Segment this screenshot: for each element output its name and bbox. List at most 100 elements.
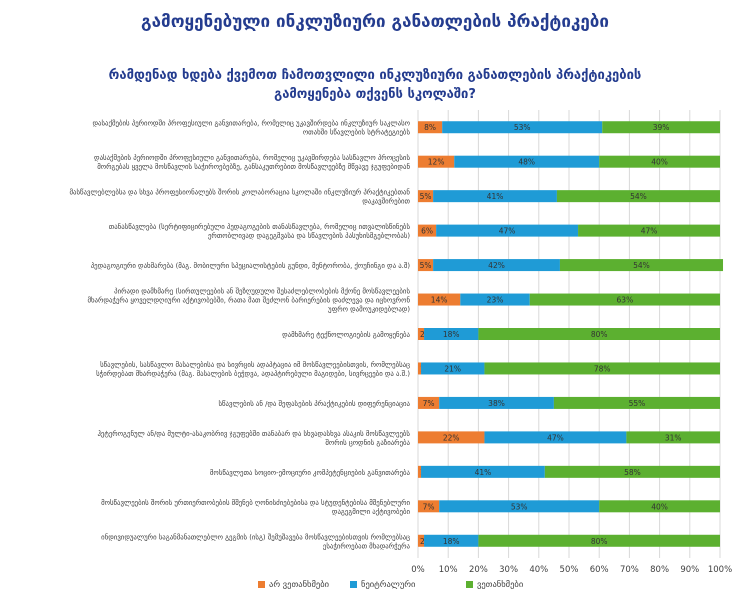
bar-segment — [544, 465, 720, 478]
category-label: სწავლების ან /და შეფასების პრაქტიკების დ… — [218, 399, 410, 408]
bar-segment — [484, 362, 720, 375]
data-label: 18% — [443, 537, 460, 546]
bar-segment — [418, 431, 485, 444]
data-label: 5% — [420, 261, 432, 270]
category-label: მოსწავლეების შორის ურთიერთობების მშენებ … — [101, 498, 410, 516]
bar-segment — [418, 362, 422, 375]
category-label: პირადი დამხმარე (სირთულეების ან შეზღუდულ… — [87, 287, 410, 314]
data-label: 80% — [591, 537, 608, 546]
bar-segment — [553, 396, 720, 409]
x-tick-label: 60% — [590, 565, 609, 575]
legend-swatch — [350, 581, 357, 588]
bar-segment — [418, 500, 440, 513]
bar-segment — [442, 121, 603, 134]
data-label: 7% — [423, 502, 435, 511]
data-label: 48% — [518, 158, 535, 167]
x-tick-label: 10% — [439, 565, 458, 575]
bar-segment — [478, 328, 720, 340]
page-title: გამოყენებული ინკლუზიური განათლების პრაქტ… — [141, 12, 609, 32]
data-label: 31% — [665, 433, 682, 442]
bar-segment — [418, 396, 440, 409]
data-label: 53% — [514, 123, 531, 132]
bar-segment — [599, 155, 720, 168]
category-label: სწავლების, სასწავლო მასალებისა და სივრცი… — [96, 360, 410, 378]
legend-swatch — [258, 581, 265, 588]
bar-segment — [418, 121, 443, 134]
data-label: 39% — [653, 123, 670, 132]
bar-segment — [599, 500, 720, 513]
bar-segment — [484, 431, 627, 444]
data-label: 47% — [641, 227, 658, 236]
data-label: 18% — [443, 330, 460, 339]
data-label: 42% — [488, 261, 505, 270]
data-label: 22% — [443, 433, 460, 442]
legend-label: ნეიტრალური — [361, 579, 415, 590]
x-tick-label: 50% — [560, 565, 579, 575]
bar-segment — [478, 534, 720, 547]
data-label: 58% — [624, 468, 641, 477]
x-tick-label: 70% — [620, 565, 639, 575]
bar-segment — [436, 224, 579, 237]
bar-segment — [439, 396, 554, 409]
legend-swatch — [466, 581, 473, 588]
category-label: ჰეტეროგენულ ან/და მულტი-ასაკობრივ ჯგუფებ… — [97, 429, 410, 447]
bar-segment — [578, 224, 720, 237]
bar-segment — [418, 328, 425, 340]
bar-segment — [529, 293, 720, 306]
category-label: ინდივიდუალური საგანმანათლებლო გეგმის (ის… — [101, 532, 410, 550]
bar-segment — [418, 155, 455, 168]
x-tick-label: 30% — [499, 565, 518, 575]
data-label: 6% — [421, 227, 433, 236]
data-label: 41% — [475, 468, 492, 477]
x-tick-label: 20% — [469, 565, 488, 575]
data-label: 54% — [633, 261, 650, 270]
bar-segment — [559, 259, 724, 272]
category-label: პედაგოგიური დახმარება (მაგ. მობილური სპე… — [91, 261, 411, 270]
category-label: თანასწავლება (სერტიფიცირებული პედაგოგები… — [109, 222, 411, 240]
data-label: 53% — [511, 502, 528, 511]
bar-segment — [433, 190, 557, 203]
x-tick-label: 80% — [650, 565, 669, 575]
bar-segment — [418, 534, 425, 547]
x-tick-label: 40% — [529, 565, 548, 575]
data-label: 23% — [487, 296, 504, 305]
bar-segment — [418, 190, 434, 203]
bar-segment — [439, 500, 600, 513]
x-tick-label: 0% — [411, 565, 425, 575]
data-label: 47% — [499, 227, 516, 236]
data-label: 54% — [630, 192, 647, 201]
data-label: 47% — [547, 433, 564, 442]
category-label: დასაქმების პერიოდში პროფესიული განვითარე… — [94, 153, 410, 171]
legend-label: არ ვეთანხმები — [269, 579, 329, 590]
bar-segment — [421, 465, 545, 478]
bar-segment — [454, 155, 600, 168]
data-label: 80% — [591, 330, 608, 339]
bar-segment — [556, 190, 720, 203]
category-label: მოსწავლეთა სოციო-ემოციური კომპეტენციების… — [210, 468, 411, 477]
bar-segment — [418, 259, 434, 272]
bar-segment — [421, 362, 485, 375]
bar-segment — [602, 121, 720, 134]
data-label: 63% — [617, 296, 634, 305]
data-label: 41% — [487, 192, 504, 201]
bar-segment — [418, 224, 437, 237]
bar-segment — [424, 328, 479, 340]
data-label: 55% — [629, 399, 646, 408]
bar-segment — [460, 293, 530, 306]
legend-label: ვეთანხმები — [477, 579, 523, 590]
data-label: 40% — [651, 158, 668, 167]
data-label: 40% — [651, 502, 668, 511]
data-label: 5% — [420, 192, 432, 201]
data-label: 7% — [423, 399, 435, 408]
bar-segment — [433, 259, 560, 272]
bar-segment — [626, 431, 720, 444]
data-label: 12% — [428, 158, 445, 167]
category-label: მასწავლებლებსა და სხვა პროფესიონალებს შო… — [69, 188, 410, 206]
data-label: 8% — [424, 123, 436, 132]
bar-segment — [418, 465, 422, 478]
x-tick-label: 100% — [708, 565, 732, 575]
data-label: 21% — [444, 364, 461, 373]
category-label: დასაქმების პერიოდში პროფესიული განვითარე… — [93, 119, 411, 137]
data-label: 38% — [488, 399, 505, 408]
